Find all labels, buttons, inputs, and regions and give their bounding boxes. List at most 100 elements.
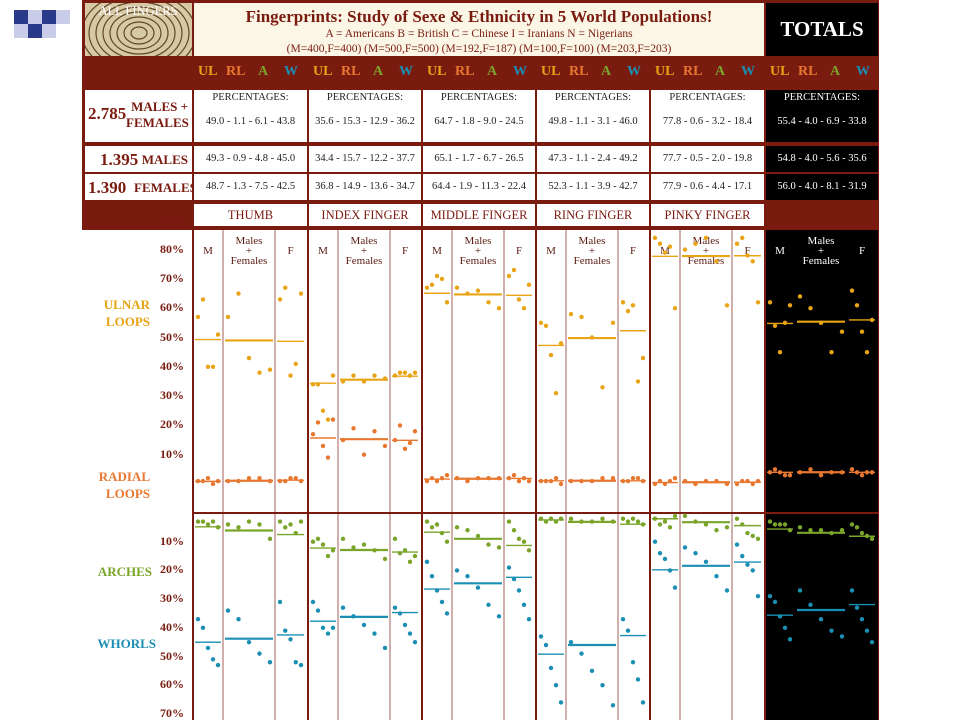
data-point-arches <box>361 542 367 547</box>
data-point-whorls <box>568 639 574 645</box>
data-point-radial <box>288 475 293 481</box>
data-point-radial <box>340 437 346 443</box>
data-point-radial <box>277 478 283 484</box>
data-point-radial <box>767 470 773 475</box>
col-header-mf: Males <box>579 235 606 247</box>
y-tick-upper: 80% <box>160 241 184 256</box>
data-point-arches <box>325 553 331 559</box>
col-header-mf: + <box>703 245 709 257</box>
data-point-arches <box>236 525 241 530</box>
data-point-arches <box>652 516 658 521</box>
data-point-ulnar <box>740 235 745 241</box>
data-point-arches <box>714 528 719 533</box>
percentages-value: 56.0 - 4.0 - 8.1 - 31.9 <box>777 181 867 192</box>
data-point-whorls <box>640 700 646 705</box>
data-point-ulnar <box>808 306 813 311</box>
data-point-radial <box>859 473 865 478</box>
data-point-radial <box>526 478 532 484</box>
data-point-ulnar <box>538 320 544 326</box>
data-point-radial <box>734 481 740 487</box>
data-point-arches <box>703 522 709 527</box>
totals-label: TOTALS <box>780 17 864 41</box>
data-point-ulnar <box>703 235 709 241</box>
col-header-f: F <box>744 245 750 257</box>
data-point-radial <box>657 478 663 484</box>
data-point-whorls <box>382 645 388 651</box>
data-point-arches <box>315 536 321 542</box>
data-point-radial <box>703 478 709 484</box>
data-point-arches <box>740 522 745 527</box>
data-point-radial <box>568 478 574 484</box>
code-ul: UL <box>427 64 447 79</box>
data-point-ulnar <box>434 273 440 279</box>
data-point-arches <box>600 516 605 521</box>
data-point-arches <box>496 545 502 550</box>
data-point-arches <box>772 522 778 527</box>
percentages-value: 64.4 - 1.9 - 11.3 - 22.4 <box>431 181 527 192</box>
data-point-arches <box>454 525 460 530</box>
data-point-ulnar <box>600 385 605 390</box>
code-ul: UL <box>770 64 790 79</box>
data-point-arches <box>298 519 304 524</box>
code-w: W <box>627 64 641 79</box>
data-point-whorls <box>511 576 517 582</box>
row-label: FEMALES <box>134 180 197 195</box>
data-point-ulnar <box>630 303 636 308</box>
data-point-ulnar <box>205 364 211 369</box>
data-point-arches <box>755 536 761 542</box>
row-label-box <box>85 90 192 142</box>
data-point-arches <box>372 548 377 553</box>
data-point-radial <box>864 470 870 475</box>
data-point-whorls <box>486 602 491 608</box>
data-point-arches <box>475 533 481 539</box>
data-point-arches <box>444 539 450 544</box>
totals-panel: TOTALS <box>766 3 878 56</box>
data-point-radial <box>797 470 803 475</box>
data-point-radial <box>215 478 221 484</box>
data-point-whorls <box>750 568 755 573</box>
data-point-ulnar <box>797 294 803 299</box>
y-tick-upper: 90% <box>160 212 184 227</box>
data-point-whorls <box>277 599 283 605</box>
data-point-radial <box>392 437 398 443</box>
data-point-radial <box>750 481 755 487</box>
panel-divider <box>537 512 649 514</box>
data-point-arches <box>767 519 773 524</box>
data-point-radial <box>558 481 564 487</box>
data-point-whorls <box>829 628 834 633</box>
data-point-ulnar <box>672 306 678 311</box>
percentages-value: 49.8 - 1.1 - 3.1 - 46.0 <box>548 116 638 127</box>
data-point-radial <box>325 455 331 460</box>
whorls-label: WHORLS <box>97 636 156 651</box>
data-point-whorls <box>496 614 502 619</box>
data-point-radial <box>267 478 273 484</box>
finger-header-row: THUMB INDEX FINGER MIDDLE FINGER RING FINGE… <box>82 0 879 226</box>
row-cell: 56.0 - 4.0 - 8.1 - 31.9 <box>766 174 878 200</box>
data-point-radial <box>402 446 408 452</box>
data-point-arches <box>429 525 435 530</box>
y-tick-lower: 40% <box>160 619 184 634</box>
code-ul: UL <box>198 64 218 79</box>
data-point-ulnar <box>392 373 398 378</box>
data-point-arches <box>543 519 549 524</box>
data-point-arches <box>662 519 668 524</box>
data-point-arches <box>667 525 673 530</box>
data-point-arches <box>205 522 211 527</box>
data-point-ulnar <box>298 291 304 296</box>
data-point-arches <box>288 522 293 527</box>
finger-header: PINKY FINGER <box>651 204 764 226</box>
percentages-value: 64.7 - 1.8 - 9.0 - 24.5 <box>434 116 524 127</box>
percentages-label: PERCENTAGES: <box>669 92 746 103</box>
data-point-radial <box>200 478 206 484</box>
data-point-arches <box>864 533 870 539</box>
code-a: A <box>829 64 841 79</box>
data-point-whorls <box>361 622 367 628</box>
col-header-mf: + <box>246 245 252 257</box>
data-point-radial <box>351 426 356 431</box>
y-tick-upper: 20% <box>160 417 184 432</box>
data-point-whorls <box>777 614 783 619</box>
subcolumn-divider <box>503 230 505 720</box>
data-point-radial <box>682 478 688 484</box>
data-point-whorls <box>553 683 559 688</box>
data-point-ulnar <box>496 306 502 311</box>
